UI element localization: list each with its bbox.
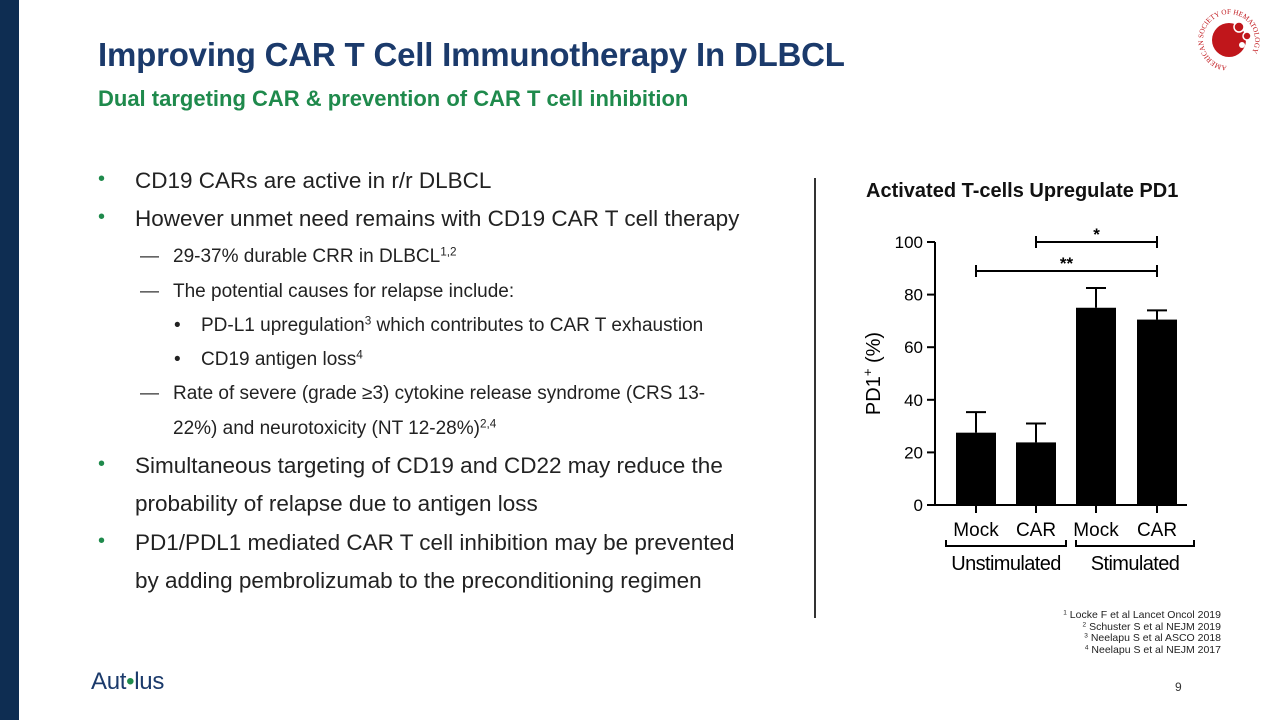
sub-bullet-durable-crr: — 29-37% durable CRR in DLBCL1,2 — [140, 245, 457, 267]
sub-bullet-relapse-causes: — The potential causes for relapse inclu… — [140, 281, 515, 302]
reference-4: 4 Neelapu S et al NEJM 2017 — [1084, 643, 1221, 656]
bullet-marker: • — [174, 349, 181, 370]
bar — [1137, 319, 1177, 505]
autolus-logo: Aut•lus — [91, 668, 165, 695]
bullet-marker: • — [98, 453, 106, 475]
slide-subtitle: Dual targeting CAR & prevention of CAR T… — [98, 86, 689, 111]
group-label: Stimulated — [1091, 553, 1180, 575]
bullet-4: • PD1/PDL1 mediated CAR T cell inhibitio… — [98, 530, 735, 555]
bullet-marker: • — [98, 168, 106, 190]
sub-sub-bullet-cd19-loss: • CD19 antigen loss4 — [174, 348, 363, 370]
autolus-logo-dot: • — [126, 668, 135, 695]
group-label: Unstimulated — [951, 553, 1061, 575]
bullet-3-cont: probability of relapse due to antigen lo… — [135, 491, 538, 516]
bullet-1: • CD19 CARs are active in r/r DLBCL — [98, 168, 492, 193]
reference-3: 3 Neelapu S et al ASCO 2018 — [1084, 632, 1221, 644]
x-tick-label: CAR — [1016, 520, 1056, 541]
bullet-3: • Simultaneous targeting of CD19 and CD2… — [98, 453, 723, 478]
significance-label: * — [1093, 225, 1100, 244]
y-tick-label: 80 — [904, 286, 923, 305]
significance-label: ** — [1060, 254, 1074, 273]
reference-2: 2 Schuster S et al NEJM 2019 — [1082, 620, 1221, 633]
bar — [1076, 307, 1116, 505]
slide-title: Improving CAR T Cell Immunotherapy In DL… — [98, 36, 845, 73]
page-number: 9 — [1175, 680, 1182, 694]
bullet-2: • However unmet need remains with CD19 C… — [98, 206, 740, 231]
vertical-divider — [814, 178, 816, 618]
bar — [956, 432, 996, 505]
dash-marker: — — [140, 281, 159, 302]
y-tick-label: 60 — [904, 338, 923, 357]
ash-logo: AMERICAN SOCIETY OF HEMATOLOGY — [1197, 8, 1261, 72]
left-accent-bar — [0, 0, 19, 720]
bar — [1016, 442, 1056, 505]
sub-bullet-crs-rate-cont: 22%) and neurotoxicity (NT 12-28%)2,4 — [173, 417, 497, 439]
references: 1 Locke F et al Lancet Oncol 2019 2 Schu… — [1063, 609, 1221, 656]
dash-marker: — — [140, 383, 159, 404]
pd1-bar-chart: 0 20 40 60 80 100 PD1+ (%) Mock CAR Mock CAR Unstim… — [860, 225, 1195, 575]
y-tick-label: 100 — [895, 233, 923, 252]
bullet-marker: • — [174, 315, 181, 336]
x-tick-label: Mock — [953, 520, 999, 541]
group-bracket — [1075, 540, 1195, 547]
y-tick-label: 0 — [914, 496, 923, 515]
x-tick-label: Mock — [1073, 520, 1119, 541]
reference-1: 1 Locke F et al Lancet Oncol 2019 — [1063, 609, 1221, 621]
bullet-4-cont: by adding pembrolizumab to the precondit… — [135, 568, 702, 593]
y-tick-label: 20 — [904, 443, 923, 462]
dash-marker: — — [140, 246, 159, 267]
sub-bullet-crs-rate: — Rate of severe (grade ≥3) cytokine rel… — [140, 383, 706, 404]
y-tick-label: 40 — [904, 391, 923, 410]
bullet-marker: • — [98, 206, 106, 228]
y-axis-label: PD1+ (%) — [860, 332, 885, 415]
chart-title: Activated T-cells Upregulate PD1 — [866, 180, 1179, 202]
bullet-marker: • — [98, 530, 106, 552]
x-tick-label: CAR — [1137, 520, 1177, 541]
sub-sub-bullet-pdl1: • PD-L1 upregulation3 which contributes … — [174, 314, 704, 336]
group-bracket — [945, 540, 1067, 547]
